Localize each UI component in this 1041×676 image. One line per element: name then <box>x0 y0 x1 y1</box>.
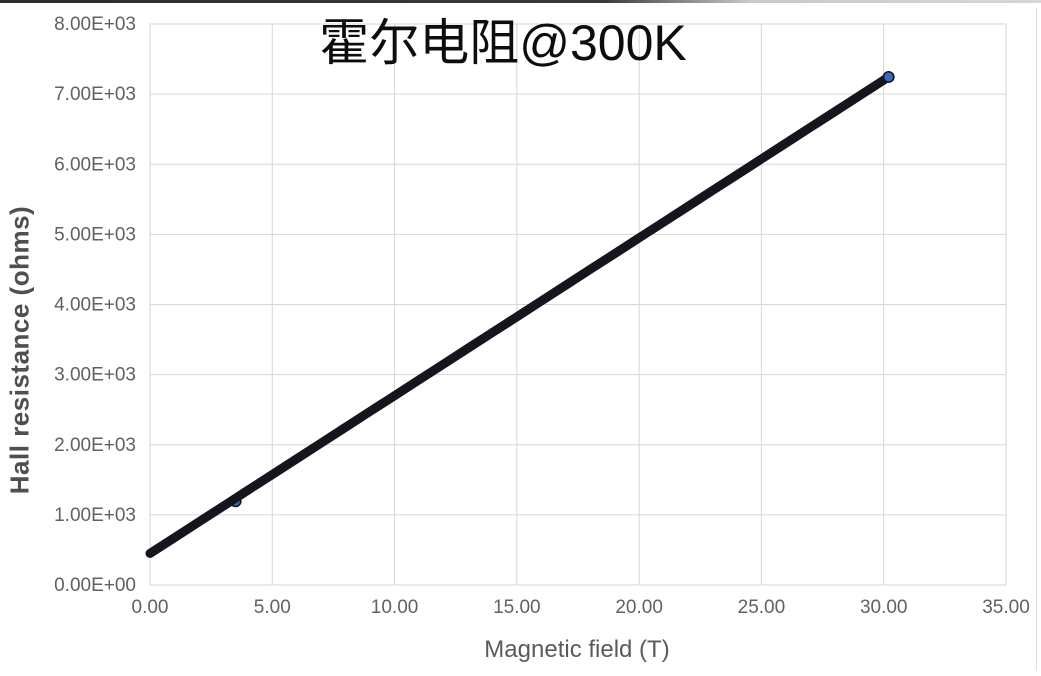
y-tick-label: 2.00E+03 <box>54 435 136 456</box>
plot-border <box>149 23 1007 586</box>
gridlines <box>149 23 1007 586</box>
y-tick-label: 1.00E+03 <box>54 505 136 526</box>
window-right-border <box>1036 8 1037 670</box>
x-tick-label: 10.00 <box>371 597 419 618</box>
y-axis-title: Hall resistance (ohms) <box>4 205 35 495</box>
y-axis-tick-labels: 0.00E+00 1.00E+03 2.00E+03 3.00E+03 4.00E+03… <box>54 14 136 596</box>
x-tick-label: 30.00 <box>860 597 908 618</box>
y-tick-label: 7.00E+03 <box>54 84 136 105</box>
data-series <box>145 70 895 558</box>
x-tick-label: 15.00 <box>493 597 541 618</box>
data-series-line <box>145 72 894 558</box>
x-tick-label: 35.00 <box>982 597 1030 618</box>
y-tick-label: 5.00E+03 <box>54 224 136 245</box>
x-axis-tick-labels: 0.00 5.00 10.00 15.00 20.00 25.00 30.00 35.00 <box>132 597 1030 618</box>
x-tick-label: 5.00 <box>254 597 291 618</box>
y-tick-label: 0.00E+00 <box>54 575 136 596</box>
x-tick-label: 0.00 <box>132 597 169 618</box>
y-tick-label: 6.00E+03 <box>54 154 136 175</box>
x-axis-title: Magnetic field (T) <box>484 636 670 663</box>
x-tick-label: 25.00 <box>738 597 786 618</box>
chart-title: 霍尔电阻@300K <box>319 15 687 71</box>
endpoint-marker <box>882 70 895 83</box>
y-tick-label: 4.00E+03 <box>54 295 136 316</box>
y-tick-label: 3.00E+03 <box>54 365 136 386</box>
y-tick-label: 8.00E+03 <box>54 14 136 35</box>
window-top-border <box>0 0 1041 3</box>
x-tick-label: 20.00 <box>615 597 663 618</box>
